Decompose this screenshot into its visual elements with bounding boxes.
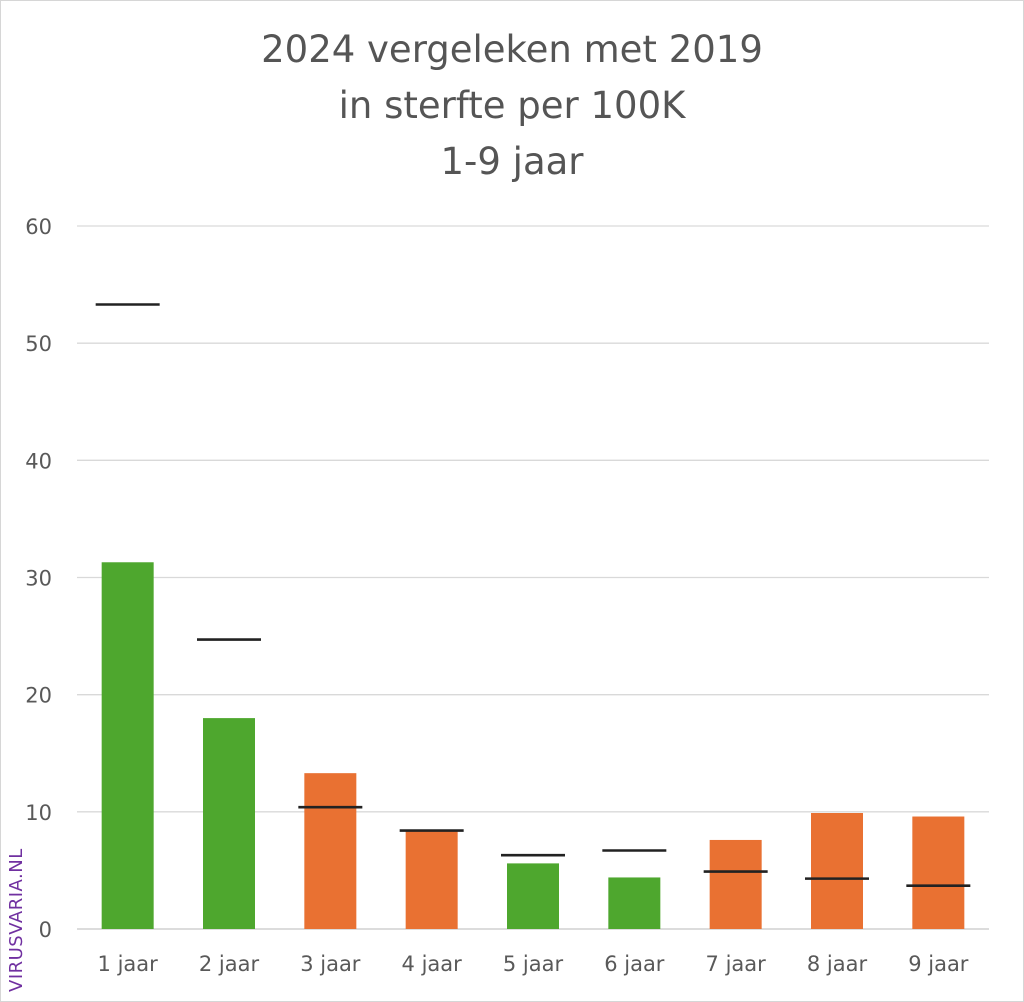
- x-tick-label: 3 jaar: [300, 952, 361, 976]
- bars: [101, 562, 965, 929]
- x-tick-label: 6 jaar: [604, 952, 665, 976]
- y-tick-labels: 0 10 20 30 40 50 60: [25, 215, 52, 942]
- x-tick-label: 1 jaar: [98, 952, 159, 976]
- chart-title: 2024 vergeleken met 2019 in sterfte per …: [0, 22, 1024, 190]
- y-tick-label: 60: [25, 215, 52, 239]
- title-line-2: in sterfte per 100K: [338, 84, 686, 127]
- y-tick-label: 50: [25, 332, 52, 356]
- bar-4: [405, 830, 458, 929]
- y-tick-label: 30: [25, 567, 52, 591]
- x-tick-label: 2 jaar: [199, 952, 260, 976]
- title-line-1: 2024 vergeleken met 2019: [261, 28, 763, 71]
- bar-7: [709, 839, 762, 929]
- watermark-text: VIRUSVARIA.NL: [6, 848, 27, 992]
- x-tick-label: 5 jaar: [503, 952, 564, 976]
- bar-3: [304, 773, 357, 929]
- y-tick-label: 20: [25, 684, 52, 708]
- x-tick-label: 4 jaar: [402, 952, 463, 976]
- x-tick-labels: 1 jaar 2 jaar 3 jaar 4 jaar 5 jaar 6 jaar 7 ja…: [98, 952, 969, 976]
- y-tick-label: 10: [25, 801, 52, 825]
- bar-6: [608, 877, 661, 929]
- bar-5: [507, 863, 559, 929]
- bar-2: [203, 718, 255, 929]
- x-tick-label: 7 jaar: [706, 952, 767, 976]
- bar-8: [811, 813, 863, 929]
- bar-9: [912, 816, 965, 929]
- y-tick-label: 40: [25, 449, 52, 473]
- y-tick-label: 0: [39, 918, 52, 942]
- title-line-3: 1-9 jaar: [440, 140, 584, 183]
- x-tick-label: 8 jaar: [807, 952, 868, 976]
- bar-1: [101, 562, 154, 929]
- reference-markers: [95, 303, 971, 887]
- x-tick-label: 9 jaar: [908, 952, 969, 976]
